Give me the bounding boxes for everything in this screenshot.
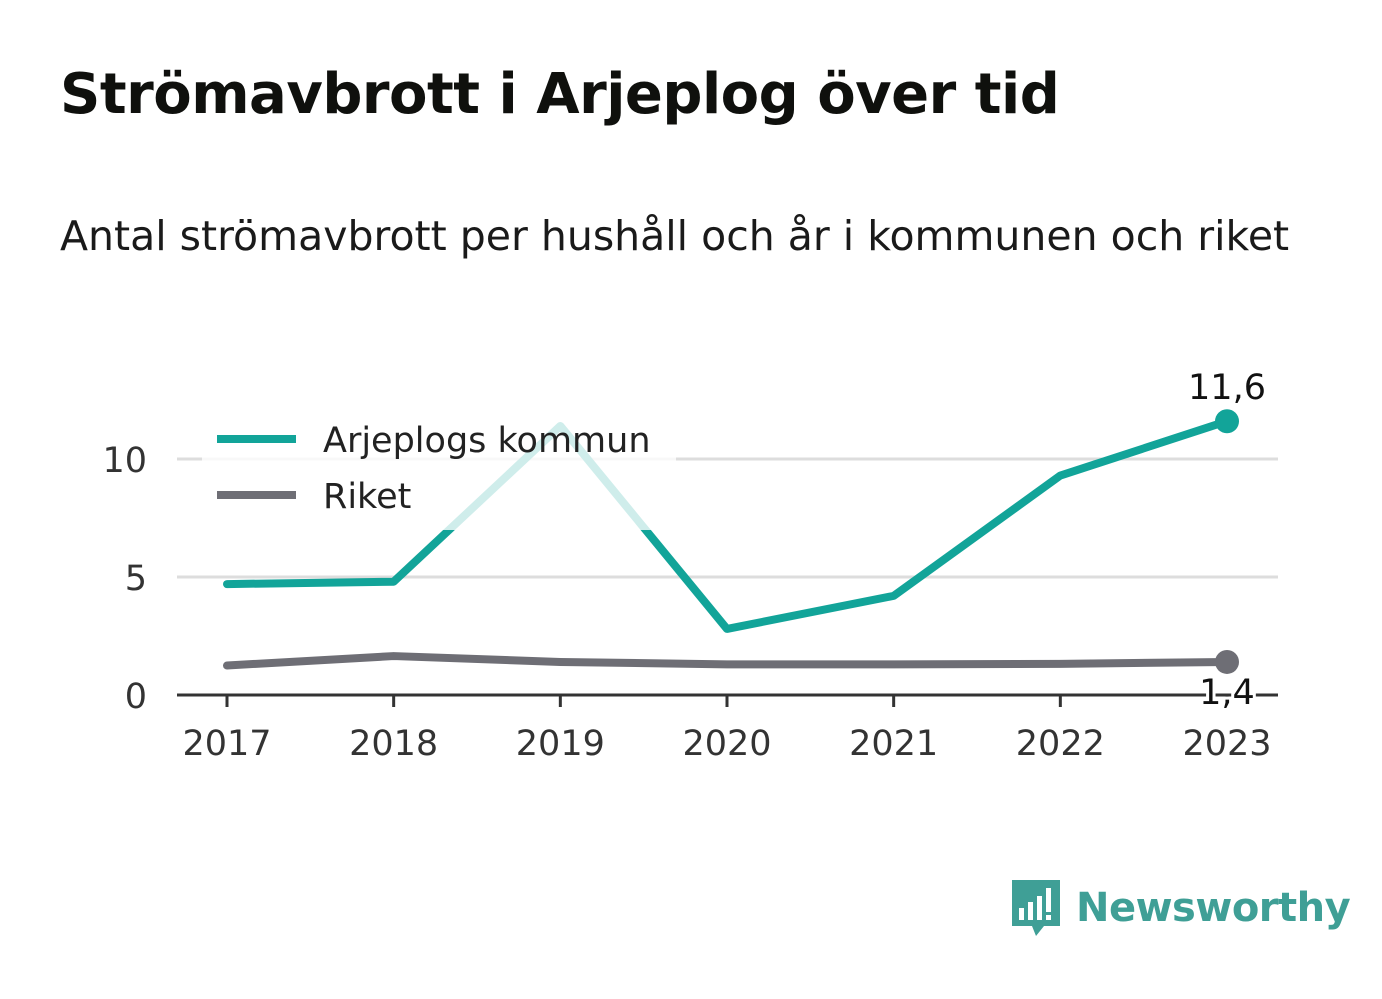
chart-title: Strömavbrott i Arjeplog över tid	[60, 62, 1060, 127]
legend-label: Riket	[323, 477, 411, 517]
legend-background	[202, 405, 676, 530]
data-point	[1215, 409, 1239, 434]
data-point	[1215, 649, 1239, 674]
x-tick-label: 2022	[1016, 724, 1105, 764]
newsworthy-logo: Newsworthy	[1010, 878, 1351, 938]
y-tick-label: 5	[125, 559, 147, 599]
y-tick-label: 0	[125, 677, 147, 717]
y-tick-label: 10	[102, 441, 147, 481]
chart-subtitle: Antal strömavbrott per hushåll och år i …	[60, 212, 1290, 260]
end-labels: 11,6 1,4	[1185, 365, 1269, 716]
x-tick-label: 2017	[182, 724, 271, 764]
legend: Arjeplogs kommun Riket	[202, 405, 676, 530]
end-value-label: 11,6	[1188, 368, 1266, 408]
x-tick-label: 2020	[682, 724, 771, 764]
x-tick-label: 2023	[1182, 724, 1271, 764]
series-line	[223, 652, 1231, 670]
x-tick-label: 2019	[516, 724, 605, 764]
series-lines	[223, 409, 1239, 674]
x-tick-label: 2021	[849, 724, 938, 764]
end-value-label: 1,4	[1199, 673, 1255, 713]
series-line	[223, 417, 1231, 633]
brand-name: Newsworthy	[1076, 885, 1351, 931]
x-tick-label: 2018	[349, 724, 438, 764]
x-axis-ticks: 2017 2018 2019 2020 2021 2022 2023	[182, 695, 1272, 764]
y-axis-ticks: 0 5 10	[102, 441, 147, 717]
legend-label: Arjeplogs kommun	[323, 421, 651, 461]
bar-chart-speech-bubble-icon	[1012, 880, 1060, 936]
